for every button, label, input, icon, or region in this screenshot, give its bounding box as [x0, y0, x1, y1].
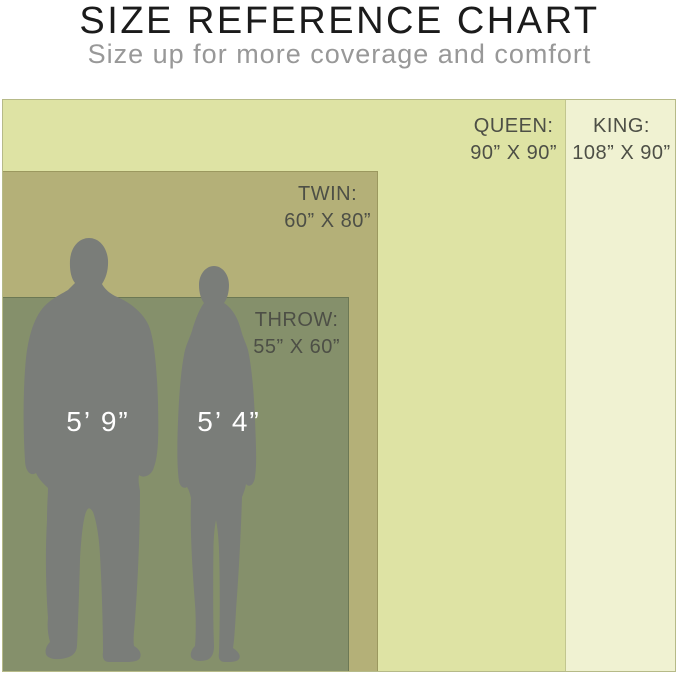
- twin-name: TWIN:: [298, 183, 358, 205]
- king-size-label: KING: 108” X 90”: [566, 113, 677, 167]
- throw-size-rect: THROW: 55” X 60”: [3, 297, 349, 671]
- page-subtitle: Size up for more coverage and comfort: [87, 39, 592, 69]
- throw-name: THROW:: [254, 309, 339, 331]
- throw-size-label: THROW: 55” X 60”: [253, 307, 340, 361]
- queen-dimensions: 90” X 90”: [470, 142, 557, 164]
- female-height-label: 5’ 4”: [197, 406, 261, 437]
- queen-name: QUEEN:: [473, 115, 554, 137]
- king-dimensions: 108” X 90”: [572, 142, 671, 164]
- king-name: KING:: [593, 115, 650, 137]
- queen-size-label: QUEEN: 90” X 90”: [470, 113, 557, 167]
- throw-dimensions: 55” X 60”: [253, 336, 340, 358]
- male-height-label: 5’ 9”: [66, 406, 130, 437]
- twin-size-label: TWIN: 60” X 80”: [284, 181, 371, 235]
- twin-dimensions: 60” X 80”: [284, 210, 371, 232]
- size-chart: KING: 108” X 90” QUEEN: 90” X 90” TWIN: …: [2, 99, 676, 672]
- page-title: SIZE REFERENCE CHART: [79, 0, 600, 42]
